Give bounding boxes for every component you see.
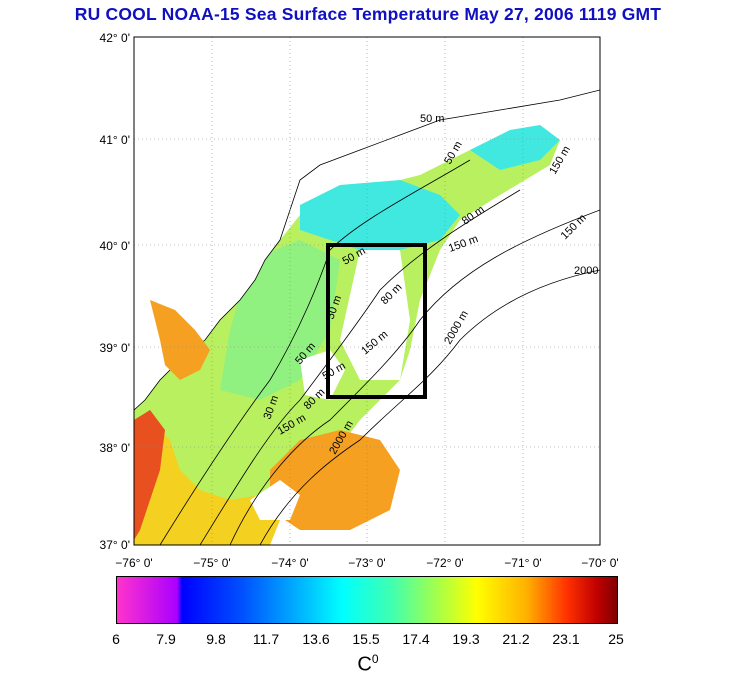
colorbar-tick: 25	[608, 631, 624, 647]
colorbar-tick: 17.4	[402, 631, 430, 647]
sst-warm-inshore	[134, 420, 280, 545]
lat-label: 42° 0'	[99, 31, 130, 45]
sst-cold-water	[300, 180, 460, 250]
chesapeake-coast	[134, 410, 165, 540]
map-title: RU COOL NOAA-15 Sea Surface Temperature …	[74, 4, 662, 24]
colorbar-tick: 21.2	[502, 631, 530, 647]
colorbar-unit: C0	[343, 652, 393, 677]
colorbar	[116, 576, 618, 624]
isobaths	[159, 159, 600, 545]
sst-cold-ne	[470, 125, 560, 170]
lon-label: −70° 0'	[581, 556, 619, 570]
isobath-label: 150 m	[447, 233, 480, 255]
lat-label: 41° 0'	[99, 133, 130, 147]
colorbar-tick: 13.6	[302, 631, 330, 647]
isobath-label: 2000 m	[442, 309, 471, 347]
sst-warm-offshore	[270, 430, 400, 530]
cloud-patch	[340, 250, 410, 380]
lon-label: −74° 0'	[271, 556, 309, 570]
lat-label: 37° 0'	[99, 538, 130, 552]
colorbar-tick: 7.9	[156, 631, 176, 647]
lat-label: 40° 0'	[99, 239, 130, 253]
cloud-patch	[250, 480, 300, 520]
study-area-box	[326, 243, 427, 399]
colorbar-tick: 19.3	[452, 631, 480, 647]
isobath-label: 2000	[574, 265, 598, 277]
colorbar-tick: 23.1	[552, 631, 580, 647]
lon-label: −76° 0'	[115, 556, 153, 570]
lon-label: −72° 0'	[426, 556, 464, 570]
colorbar-tick: 9.8	[206, 631, 226, 647]
cloud-patch	[300, 350, 345, 400]
delaware-bay-warm	[150, 300, 210, 380]
colorbar-tick: 6	[112, 631, 120, 647]
isobath-label: 50 m	[420, 113, 444, 125]
map-frame	[133, 36, 601, 546]
lat-label: 39° 0'	[99, 341, 130, 355]
colorbar-tick: 15.5	[352, 631, 380, 647]
lon-label: −73° 0'	[348, 556, 386, 570]
colorbar-unit-letter: C	[357, 653, 372, 676]
lon-label: −75° 0'	[193, 556, 231, 570]
colorbar-unit-sup: 0	[371, 652, 379, 666]
lat-label: 38° 0'	[99, 441, 130, 455]
isobath-label: 150 m	[559, 212, 589, 242]
colorbar-tick: 11.7	[252, 631, 280, 647]
lon-label: −71° 0'	[504, 556, 542, 570]
